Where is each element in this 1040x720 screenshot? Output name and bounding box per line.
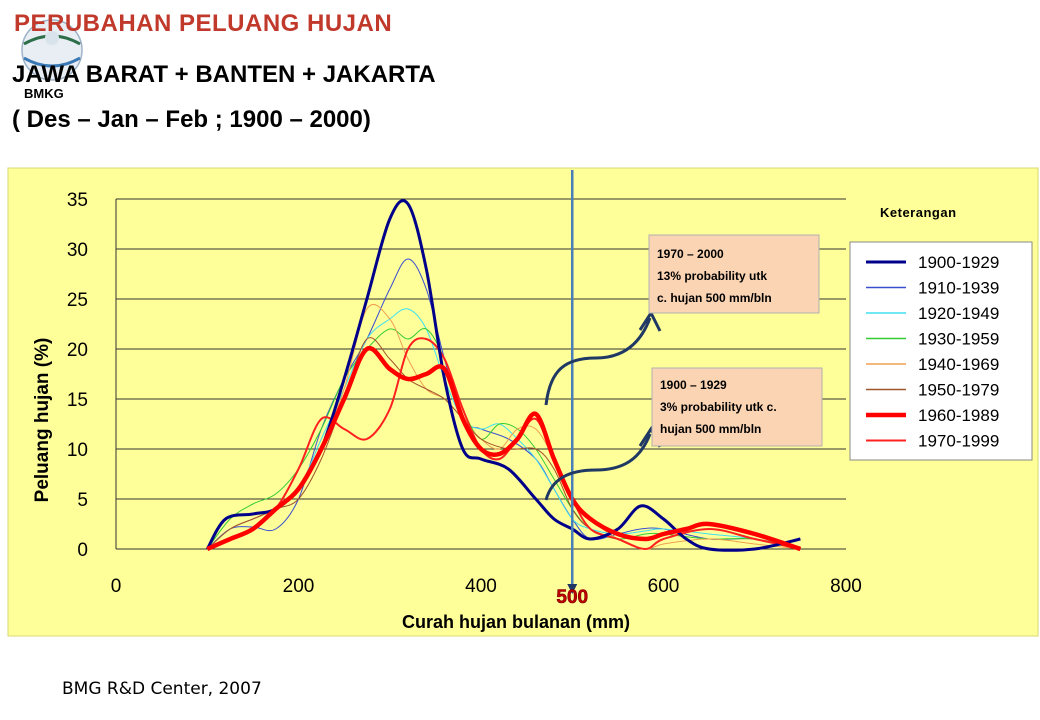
y-tick-label: 35: [67, 190, 88, 211]
annotation-1900-1929: 1900 – 1929 3% probability utk c. hujan …: [651, 367, 823, 447]
legend-label: 1960-1989: [918, 406, 999, 425]
marker-arrowhead: [567, 584, 578, 594]
series-line: [206, 337, 801, 550]
x-tick-labels: 0 200 400 600 800: [111, 576, 862, 597]
x-axis-label: Curah hujan bulanan (mm): [402, 612, 630, 632]
annotation-line: 1900 – 1929: [660, 378, 727, 392]
y-tick-label: 25: [67, 290, 88, 311]
x-tick-label: 400: [465, 576, 497, 597]
legend-label: 1950-1979: [918, 381, 999, 400]
x-tick-label: 600: [648, 576, 680, 597]
x-tick-label: 0: [111, 576, 122, 597]
legend-label: 1900-1929: [918, 253, 999, 272]
legend-label: 1910-1939: [918, 279, 999, 298]
legend-label: 1970-1999: [918, 432, 999, 451]
x-tick-label: 200: [283, 576, 315, 597]
y-tick-label: 5: [77, 490, 88, 511]
annotation-line: 1970 – 2000: [657, 247, 724, 261]
legend-label: 1920-1949: [918, 304, 999, 323]
legend-title: Keterangan: [880, 205, 957, 220]
legend-label: 1930-1959: [918, 330, 999, 349]
legend: 1900-1929 1910-1939 1920-1949 1930-1959 1940…: [866, 253, 999, 451]
series-lines: [205, 199, 802, 552]
marker-label-500: 500: [556, 587, 588, 608]
y-axis-label: Peluang hujan (%): [32, 338, 53, 503]
logo-text: BMKG: [24, 86, 64, 101]
callout-arrow-1970: [544, 317, 652, 406]
y-tick-label: 10: [67, 440, 88, 461]
legend-label: 1940-1969: [918, 355, 999, 374]
y-tick-label: 30: [67, 240, 88, 261]
annotation-line: hujan 500 mm/bln: [660, 422, 761, 436]
y-tick-label: 0: [77, 540, 88, 561]
y-tick-labels: 0 5 10 15 20 25 30 35: [67, 190, 88, 561]
page-title: PERUBAHAN PELUANG HUJAN: [14, 10, 393, 37]
footer-credit: BMG R&D Center, 2007: [62, 679, 262, 699]
annotation-line: c. hujan 500 mm/bln: [657, 291, 772, 305]
callout-arrow-1900: [544, 433, 652, 501]
annotation-1970-2000: 1970 – 2000 13% probability utk c. hujan…: [648, 234, 820, 314]
legend-box: [849, 241, 1033, 461]
y-tick-label: 20: [67, 340, 88, 361]
region-title: JAWA BARAT + BANTEN + JAKARTA: [12, 61, 436, 88]
x-tick-label: 800: [830, 576, 862, 597]
series-line: [206, 346, 802, 552]
annotation-line: 13% probability utk: [657, 269, 767, 283]
bmkg-logo: [21, 19, 83, 81]
annotation-line: 3% probability utk c.: [660, 400, 777, 414]
period-title: ( Des – Jan – Feb ; 1900 – 2000): [12, 106, 371, 133]
y-tick-label: 15: [67, 390, 88, 411]
